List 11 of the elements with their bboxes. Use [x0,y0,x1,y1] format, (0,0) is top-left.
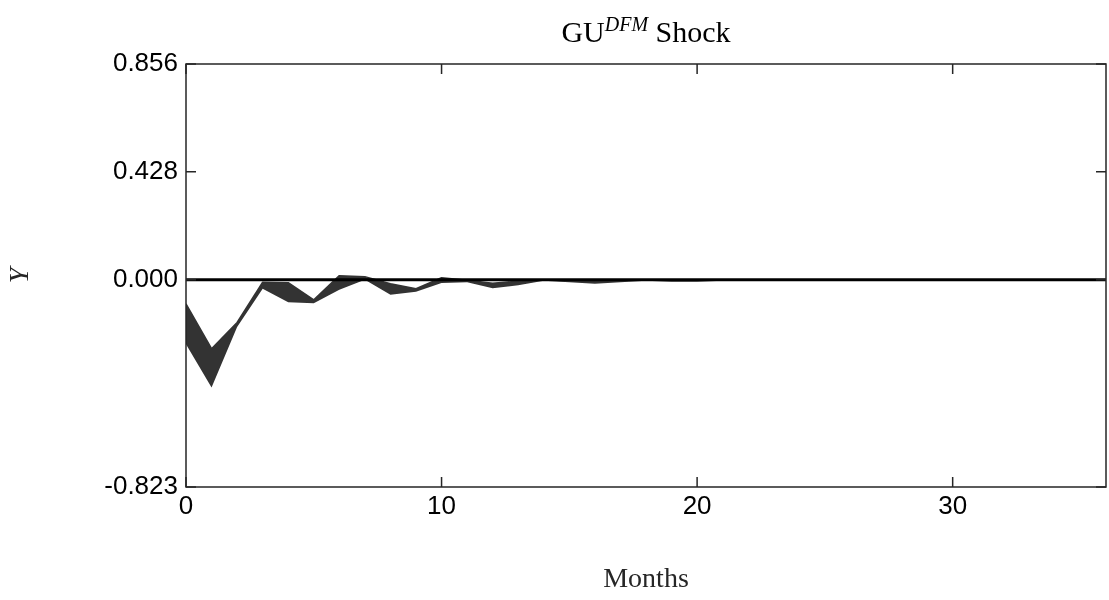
y-axis-title: Y [3,264,35,284]
y-tick-label: 0.000 [112,262,178,293]
chart-title: GU$^{DFM}$ Shock [560,12,732,50]
y-tick-label: 0.428 [112,155,178,185]
y-tick-label: 0.856 [112,47,178,78]
x-tick-label: 0 [178,489,194,520]
x-tick-label: 30 [938,489,968,520]
x-tick-label: 10 [427,489,457,520]
x-axis-title: Months [603,561,689,593]
y-tick-label: -0.823 [104,470,178,501]
x-tick-label: 20 [682,489,712,520]
